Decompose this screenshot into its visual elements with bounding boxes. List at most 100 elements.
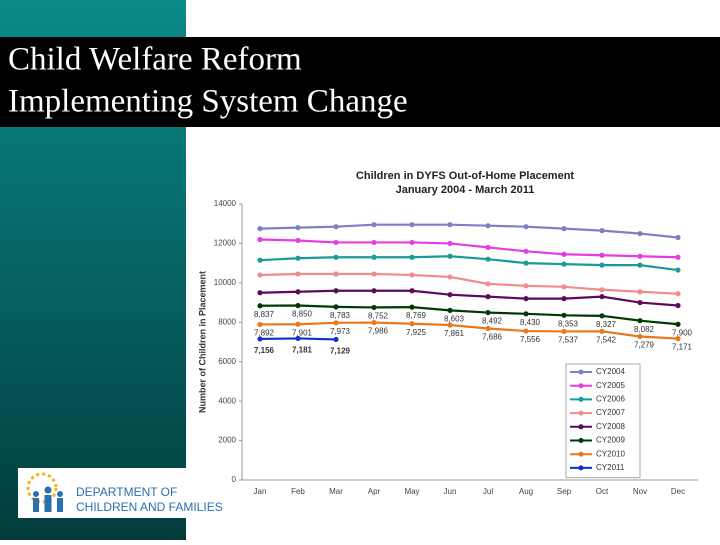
y-tick-label: 6000 xyxy=(218,357,236,366)
point xyxy=(257,236,263,243)
series-line xyxy=(259,272,679,295)
point xyxy=(295,271,301,277)
data-label: 7,973 xyxy=(330,327,351,336)
point xyxy=(257,336,263,342)
legend-marker xyxy=(578,383,584,389)
data-label: 7,181 xyxy=(292,346,313,355)
point xyxy=(485,325,491,332)
data-label: 7,542 xyxy=(596,335,617,344)
data-label: 8,353 xyxy=(558,319,579,328)
point xyxy=(333,288,339,294)
x-tick-label: Sep xyxy=(557,487,572,496)
slide-title: Child Welfare Reform xyxy=(8,42,302,78)
point xyxy=(485,294,491,300)
point xyxy=(523,328,529,334)
point xyxy=(295,237,301,244)
data-label: 7,279 xyxy=(634,341,655,350)
series-line xyxy=(259,255,679,272)
y-tick-label: 12000 xyxy=(214,239,237,248)
data-label: 7,861 xyxy=(444,329,465,338)
point xyxy=(599,262,605,268)
point xyxy=(333,320,339,326)
data-label: 8,850 xyxy=(292,310,313,319)
point xyxy=(523,260,529,266)
data-label: 7,129 xyxy=(330,347,351,356)
point xyxy=(257,290,263,296)
point xyxy=(371,254,377,260)
x-tick-label: Dec xyxy=(671,487,685,496)
title-bar xyxy=(0,37,720,127)
y-tick-label: 14000 xyxy=(214,199,237,208)
data-label: 8,327 xyxy=(596,320,617,329)
legend-label: CY2010 xyxy=(596,449,625,458)
legend-marker xyxy=(578,396,584,402)
legend-label: CY2007 xyxy=(596,408,625,417)
y-axis-label: Number of Children in Placement xyxy=(197,271,207,413)
point xyxy=(333,336,339,343)
point xyxy=(447,292,453,298)
point xyxy=(485,256,491,262)
point xyxy=(371,288,377,294)
data-label: 8,783 xyxy=(330,311,351,320)
point xyxy=(675,302,681,309)
x-tick-label: Jan xyxy=(254,487,267,496)
data-label: 8,769 xyxy=(406,311,427,320)
point xyxy=(295,321,301,327)
data-label: 7,156 xyxy=(254,346,275,355)
series-line xyxy=(259,304,679,326)
point xyxy=(675,321,681,327)
point xyxy=(637,230,643,237)
point xyxy=(599,287,605,293)
series-line xyxy=(259,321,679,340)
point xyxy=(371,271,377,277)
point xyxy=(561,226,567,232)
point xyxy=(257,303,263,309)
data-label: 7,556 xyxy=(520,335,541,344)
legend-marker xyxy=(578,438,584,443)
legend-label: CY2005 xyxy=(596,381,625,390)
point xyxy=(409,321,415,327)
data-label: 8,752 xyxy=(368,312,389,321)
point xyxy=(675,234,681,241)
slide-title: Implementing System Change xyxy=(8,84,408,120)
point xyxy=(447,322,453,328)
series-line xyxy=(259,238,679,259)
point xyxy=(523,311,529,317)
legend-marker xyxy=(578,369,584,375)
point xyxy=(257,257,263,263)
point xyxy=(447,253,453,259)
point xyxy=(599,228,605,234)
data-label: 7,986 xyxy=(368,327,389,336)
y-tick-label: 10000 xyxy=(214,278,237,287)
point xyxy=(295,255,301,261)
point xyxy=(561,296,567,302)
legend-marker xyxy=(578,451,584,457)
x-tick-label: Apr xyxy=(368,487,381,496)
point xyxy=(371,222,377,228)
legend-marker xyxy=(578,410,584,416)
x-tick-label: May xyxy=(404,487,419,496)
point xyxy=(409,272,415,278)
data-label: 7,901 xyxy=(292,328,313,337)
point xyxy=(599,252,605,258)
x-tick-label: Aug xyxy=(519,487,533,496)
point xyxy=(599,294,605,300)
point xyxy=(561,312,567,318)
point xyxy=(333,304,339,310)
point xyxy=(561,261,567,267)
point xyxy=(371,319,377,326)
point xyxy=(447,274,453,280)
point xyxy=(637,289,643,295)
point xyxy=(409,304,415,310)
point xyxy=(523,248,529,254)
point xyxy=(333,239,339,246)
y-tick-label: 2000 xyxy=(218,436,236,445)
point xyxy=(333,254,339,260)
point xyxy=(637,333,643,340)
point xyxy=(295,225,301,231)
point xyxy=(637,262,643,268)
point xyxy=(485,309,491,316)
point xyxy=(371,304,377,311)
series-line xyxy=(259,289,679,307)
